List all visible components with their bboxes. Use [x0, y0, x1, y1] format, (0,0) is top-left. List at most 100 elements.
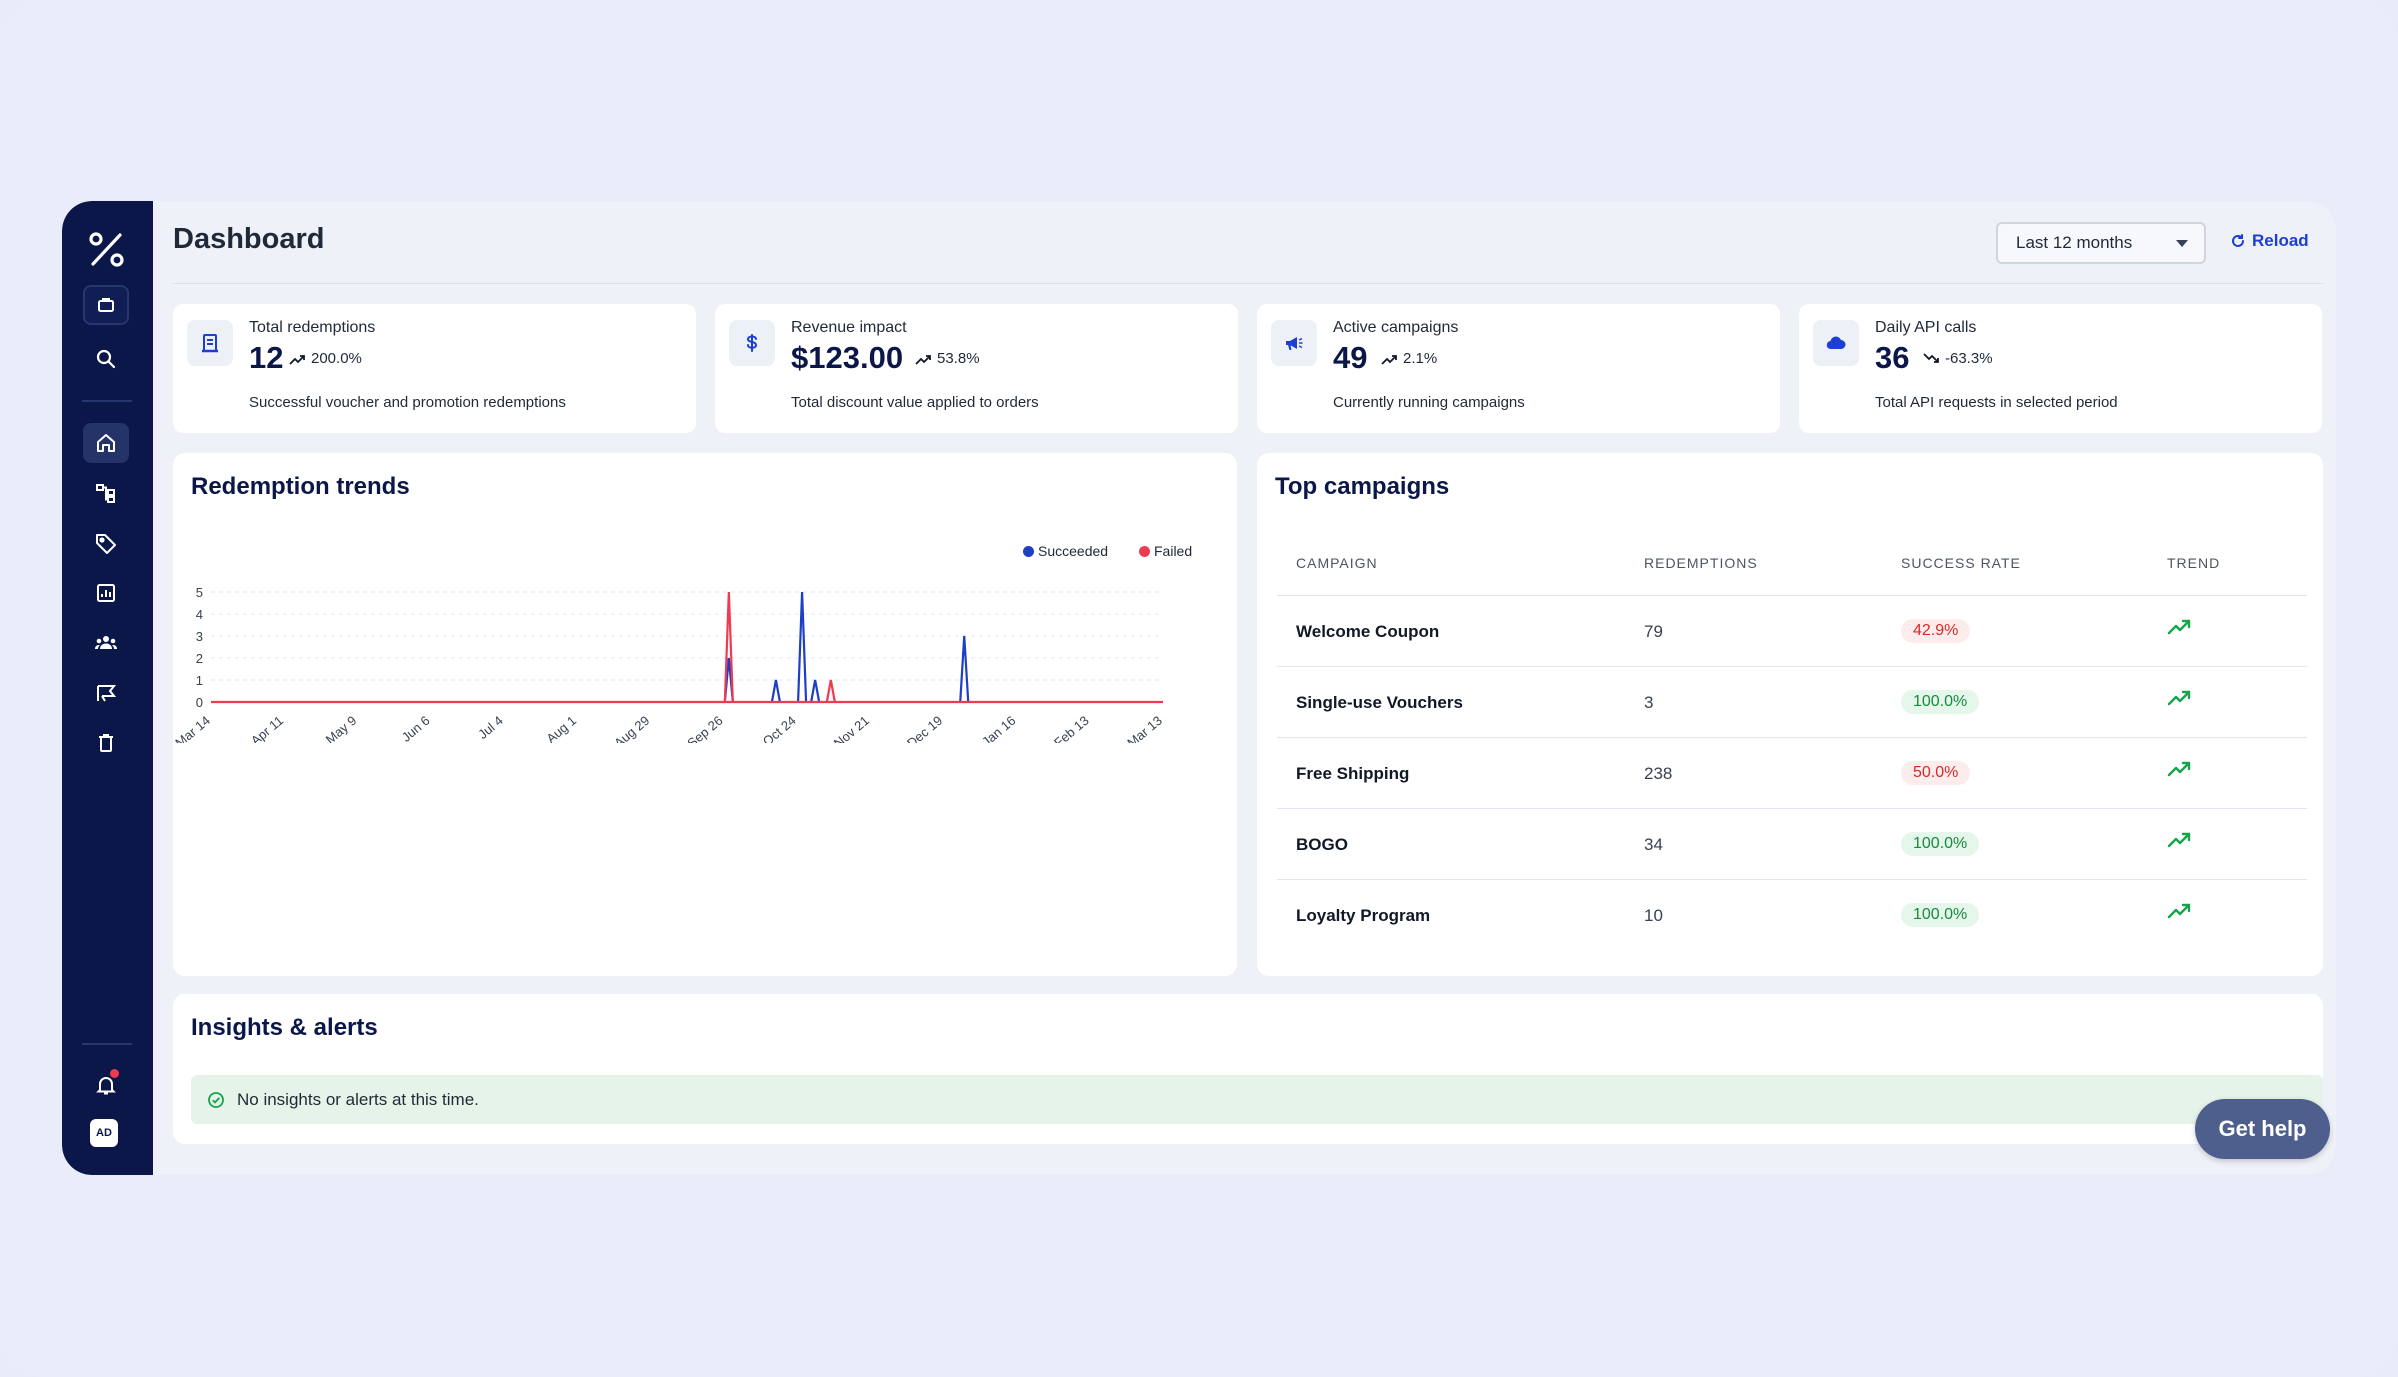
insights-message: No insights or alerts at this time. — [237, 1089, 479, 1109]
reload-button[interactable]: Reload — [2230, 231, 2309, 251]
x-tick-label: Apr 11 — [248, 713, 286, 743]
stat-label: Revenue impact — [791, 319, 907, 336]
briefcase-icon[interactable] — [83, 285, 129, 325]
success-rate-badge: 42.9% — [1901, 619, 1971, 643]
y-tick-label: 1 — [196, 673, 203, 688]
stat-value: 49 — [1333, 340, 1368, 375]
period-select-value: Last 12 months — [2016, 233, 2133, 252]
x-tick-label: Mar 13 — [1124, 713, 1165, 743]
failed-spike — [825, 679, 836, 703]
table-row[interactable]: Single-use Vouchers 3 100.0% — [1277, 666, 2307, 737]
x-tick-label: Aug 1 — [543, 713, 579, 743]
trash-icon[interactable] — [83, 723, 129, 763]
x-tick-label: Dec 19 — [904, 713, 945, 743]
stat-value: 12 — [249, 340, 284, 375]
campaign-name: Welcome Coupon — [1296, 622, 1440, 641]
cloud-icon — [1813, 320, 1859, 366]
campaign-name: Loyalty Program — [1296, 906, 1431, 925]
trend-up-icon — [2167, 690, 2191, 706]
trend-down-icon — [1923, 352, 1939, 363]
stat-change-value: 200.0% — [311, 350, 362, 367]
sidebar-separator — [82, 1043, 132, 1045]
stat-description: Total API requests in selected period — [1875, 394, 2118, 411]
column-header-success-rate[interactable]: SUCCESS RATE — [1901, 555, 2021, 571]
succeeded-spike — [810, 679, 821, 703]
check-circle-icon — [208, 1091, 224, 1108]
y-tick-label: 3 — [196, 629, 203, 644]
stat-change-value: 53.8% — [937, 350, 980, 367]
legend-item-failed[interactable]: Failed — [1139, 543, 1192, 559]
panel-title: Insights & alerts — [191, 1014, 378, 1041]
campaign-name: Single-use Vouchers — [1296, 693, 1463, 712]
panel-title: Redemption trends — [191, 473, 410, 500]
chevron-down-icon — [2176, 240, 2188, 247]
x-tick-label: Aug 29 — [611, 713, 652, 743]
column-header-campaign[interactable]: CAMPAIGN — [1296, 555, 1378, 571]
insights-panel: Insights & alerts No insights or alerts … — [173, 994, 2323, 1144]
campaign-redemptions: 238 — [1644, 764, 1673, 783]
home-icon[interactable] — [83, 423, 129, 463]
column-header-trend[interactable]: TREND — [2167, 555, 2221, 571]
table-row[interactable]: BOGO 34 100.0% — [1277, 808, 2307, 879]
trend-up-icon — [1381, 354, 1397, 365]
table-row[interactable]: Welcome Coupon 79 42.9% — [1277, 595, 2307, 666]
x-tick-label: Mar 14 — [173, 713, 213, 743]
get-help-button[interactable]: Get help — [2195, 1099, 2330, 1159]
header-divider — [173, 283, 2323, 284]
table-row[interactable]: Loyalty Program 10 100.0% — [1277, 879, 2307, 950]
succeeded-spike — [959, 635, 970, 703]
redemption-trends-panel: Redemption trends Succeeded Failed 0 1 2 3 4… — [173, 453, 1237, 976]
x-tick-label: May 9 — [323, 713, 360, 743]
avatar[interactable]: AD — [90, 1119, 118, 1147]
stat-card-daily-api-calls: Daily API calls 36 -63.3% Total API requ… — [1799, 304, 2322, 433]
stat-change: 200.0% — [289, 350, 362, 367]
trend-up-icon — [915, 354, 931, 365]
legend-item-succeeded[interactable]: Succeeded — [1023, 543, 1108, 559]
bell-icon[interactable] — [83, 1065, 129, 1105]
success-rate-badge: 50.0% — [1901, 761, 1971, 785]
refresh-icon — [2232, 234, 2244, 247]
period-select[interactable]: Last 12 months — [1996, 222, 2206, 264]
y-tick-label: 5 — [196, 585, 203, 600]
stat-change: 2.1% — [1381, 350, 1437, 367]
sitemap-icon[interactable] — [83, 473, 129, 513]
stat-change: -63.3% — [1923, 350, 1993, 367]
column-header-redemptions[interactable]: REDEMPTIONS — [1644, 555, 1758, 571]
receipt-icon — [187, 320, 233, 366]
campaign-redemptions: 79 — [1644, 622, 1663, 641]
panel-title: Top campaigns — [1275, 473, 1450, 500]
page-title: Dashboard — [173, 223, 325, 255]
campaign-redemptions: 3 — [1644, 693, 1654, 712]
y-tick-label: 2 — [196, 651, 203, 666]
stat-value: 36 — [1875, 340, 1910, 375]
percent-logo-icon[interactable] — [84, 227, 130, 273]
legend-label: Failed — [1154, 543, 1193, 559]
legend-dot — [1139, 545, 1150, 557]
stat-description: Successful voucher and promotion redempt… — [249, 394, 566, 411]
stat-label: Daily API calls — [1875, 319, 1977, 336]
search-icon[interactable] — [83, 339, 129, 379]
notification-dot — [110, 1069, 119, 1078]
x-tick-label: Sep 26 — [684, 713, 725, 743]
dollar-icon — [729, 320, 775, 366]
stat-value: $123.00 — [791, 340, 904, 375]
trend-up-icon — [2167, 832, 2191, 848]
megaphone-icon — [1271, 320, 1317, 366]
trend-up-icon — [2167, 619, 2191, 635]
campaign-icon[interactable] — [83, 673, 129, 713]
table-row[interactable]: Free Shipping 238 50.0% — [1277, 737, 2307, 808]
legend-label: Succeeded — [1038, 543, 1109, 559]
stat-label: Total redemptions — [249, 319, 376, 336]
users-icon[interactable] — [83, 623, 129, 663]
y-tick-label: 4 — [196, 607, 203, 622]
success-rate-badge: 100.0% — [1901, 690, 1980, 714]
top-campaigns-panel: Top campaigns CAMPAIGN REDEMPTIONS SUCCE… — [1257, 453, 2323, 976]
stat-change-value: -63.3% — [1945, 350, 1993, 367]
success-rate-badge: 100.0% — [1901, 832, 1980, 856]
insights-alert: No insights or alerts at this time. — [191, 1075, 2323, 1124]
report-icon[interactable] — [83, 573, 129, 613]
x-tick-label: Nov 21 — [831, 713, 872, 743]
stat-description: Currently running campaigns — [1333, 394, 1525, 411]
campaign-redemptions: 10 — [1644, 906, 1663, 925]
tag-icon[interactable] — [83, 523, 129, 563]
